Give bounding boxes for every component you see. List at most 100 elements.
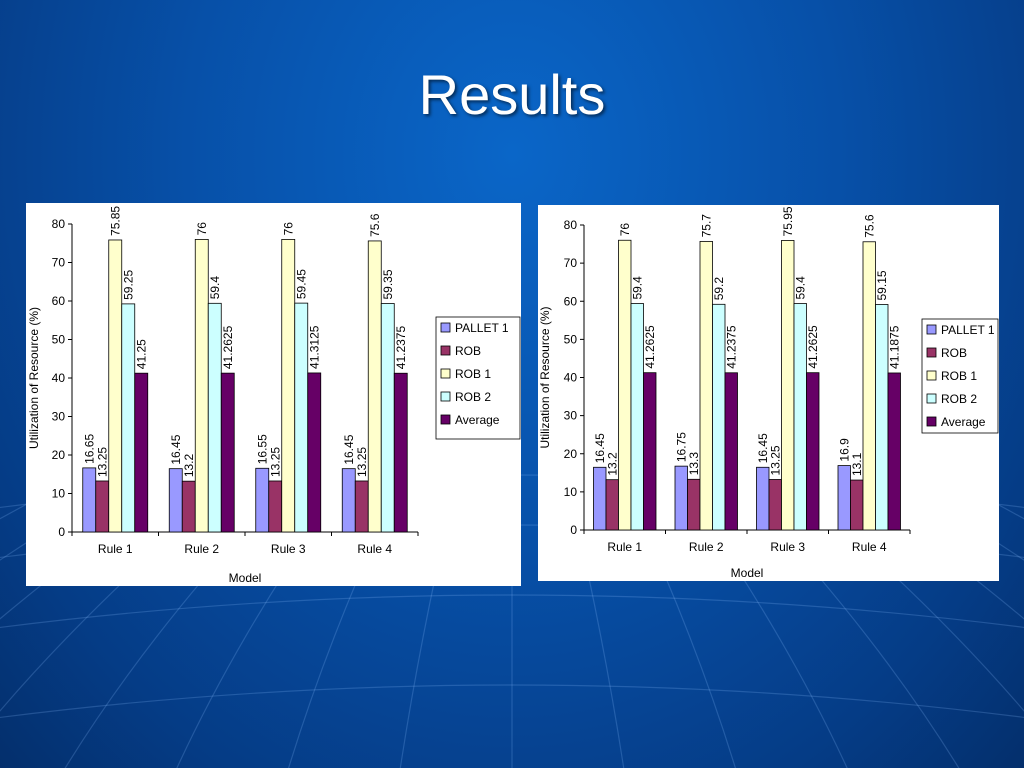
- data-label: 76: [281, 222, 295, 236]
- bar: [630, 303, 644, 531]
- legend-swatch: [440, 345, 451, 356]
- legend-swatch: [926, 347, 937, 358]
- x-axis-title: Model: [731, 566, 764, 580]
- bar: [593, 466, 607, 531]
- bar: [837, 465, 851, 531]
- bar: [806, 372, 820, 531]
- legend-label: PALLET 1: [941, 323, 995, 337]
- legend-label: ROB 2: [455, 390, 491, 404]
- bar: [756, 466, 770, 531]
- bar: [181, 480, 196, 533]
- data-label: 41.2625: [806, 325, 820, 369]
- data-label: 13.2: [605, 452, 619, 476]
- bar: [207, 302, 222, 533]
- data-label: 76: [618, 223, 632, 237]
- bar: [108, 239, 123, 533]
- bar: [281, 239, 296, 533]
- data-label: 75.6: [862, 214, 876, 238]
- y-tick-label: 10: [564, 485, 578, 499]
- data-label: 16.9: [837, 438, 851, 462]
- legend-label: PALLET 1: [455, 321, 509, 335]
- data-label: 59.25: [121, 270, 135, 300]
- y-tick-label: 50: [564, 332, 578, 346]
- y-tick-label: 60: [564, 294, 578, 308]
- data-label: 41.2375: [724, 325, 738, 369]
- y-tick-label: 0: [570, 523, 577, 537]
- legend-swatch: [440, 368, 451, 379]
- legend-label: ROB 2: [941, 392, 977, 406]
- x-tick-label: Rule 4: [357, 542, 392, 556]
- bar: [294, 302, 309, 533]
- data-label: 75.85: [108, 206, 122, 236]
- x-tick-label: Rule 4: [852, 540, 887, 554]
- data-label: 59.4: [208, 276, 222, 300]
- legend-swatch: [926, 393, 937, 404]
- data-label: 16.75: [674, 432, 688, 462]
- data-label: 59.45: [294, 269, 308, 299]
- data-label: 59.15: [875, 270, 889, 300]
- bg-arc-line: [0, 594, 1024, 629]
- bar: [724, 372, 738, 531]
- data-label: 41.25: [134, 339, 148, 369]
- bar: [367, 240, 382, 533]
- bar: [699, 240, 713, 531]
- bar: [850, 479, 864, 531]
- data-label: 16.55: [255, 434, 269, 464]
- x-axis-title: Model: [229, 571, 262, 585]
- data-label: 16.45: [593, 433, 607, 463]
- data-label: 59.4: [793, 276, 807, 300]
- y-tick-label: 70: [564, 256, 578, 270]
- data-label: 76: [195, 222, 209, 236]
- bar: [341, 468, 356, 533]
- y-tick-label: 70: [52, 256, 66, 270]
- data-label: 41.2625: [643, 325, 657, 369]
- data-label: 13.25: [768, 445, 782, 475]
- data-label: 13.3: [687, 452, 701, 476]
- data-label: 59.35: [381, 269, 395, 299]
- bar: [134, 372, 149, 533]
- bar: [887, 372, 901, 531]
- bar: [121, 303, 136, 533]
- y-tick-label: 30: [564, 409, 578, 423]
- bar: [194, 239, 209, 533]
- data-label: 16.45: [756, 433, 770, 463]
- legend-label: ROB 1: [941, 369, 977, 383]
- legend-swatch: [926, 370, 937, 381]
- bar: [380, 303, 395, 533]
- x-tick-label: Rule 2: [689, 540, 724, 554]
- bar: [793, 303, 807, 531]
- y-tick-label: 50: [52, 333, 66, 347]
- bar: [862, 241, 876, 531]
- legend-swatch: [440, 391, 451, 402]
- bar: [168, 468, 183, 533]
- slide-title: Results: [418, 63, 606, 126]
- legend-swatch: [440, 414, 451, 425]
- y-tick-label: 80: [52, 217, 66, 231]
- x-tick-label: Rule 2: [184, 542, 219, 556]
- bar: [643, 372, 657, 531]
- data-label: 13.25: [355, 447, 369, 477]
- bar: [712, 303, 726, 531]
- bar: [768, 479, 782, 531]
- chart-panel-right: Utilization of Resource (%) 0 10 20 30 40 50 60…: [538, 205, 999, 581]
- chart-panel-left: Utilization of Resource (%) 0 10 20 30 40 50 60…: [26, 203, 521, 586]
- x-tick-label: Rule 1: [607, 540, 642, 554]
- data-label: 16.45: [169, 434, 183, 464]
- y-tick-label: 60: [52, 294, 66, 308]
- data-label: 13.25: [95, 447, 109, 477]
- bar: [781, 240, 795, 531]
- y-tick-label: 20: [564, 447, 578, 461]
- data-label: 75.7: [699, 214, 713, 238]
- y-tick-label: 10: [52, 487, 66, 501]
- data-label: 16.45: [342, 434, 356, 464]
- bar: [674, 465, 688, 531]
- x-tick-label: Rule 3: [770, 540, 805, 554]
- bg-arc-line: [0, 684, 1024, 719]
- data-label: 13.25: [268, 447, 282, 477]
- data-label: 59.4: [630, 276, 644, 300]
- y-axis-title: Utilization of Resource (%): [27, 307, 41, 449]
- legend-label: Average: [455, 413, 500, 427]
- bar: [82, 467, 97, 533]
- bar: [605, 479, 619, 531]
- legend-label: ROB 1: [455, 367, 491, 381]
